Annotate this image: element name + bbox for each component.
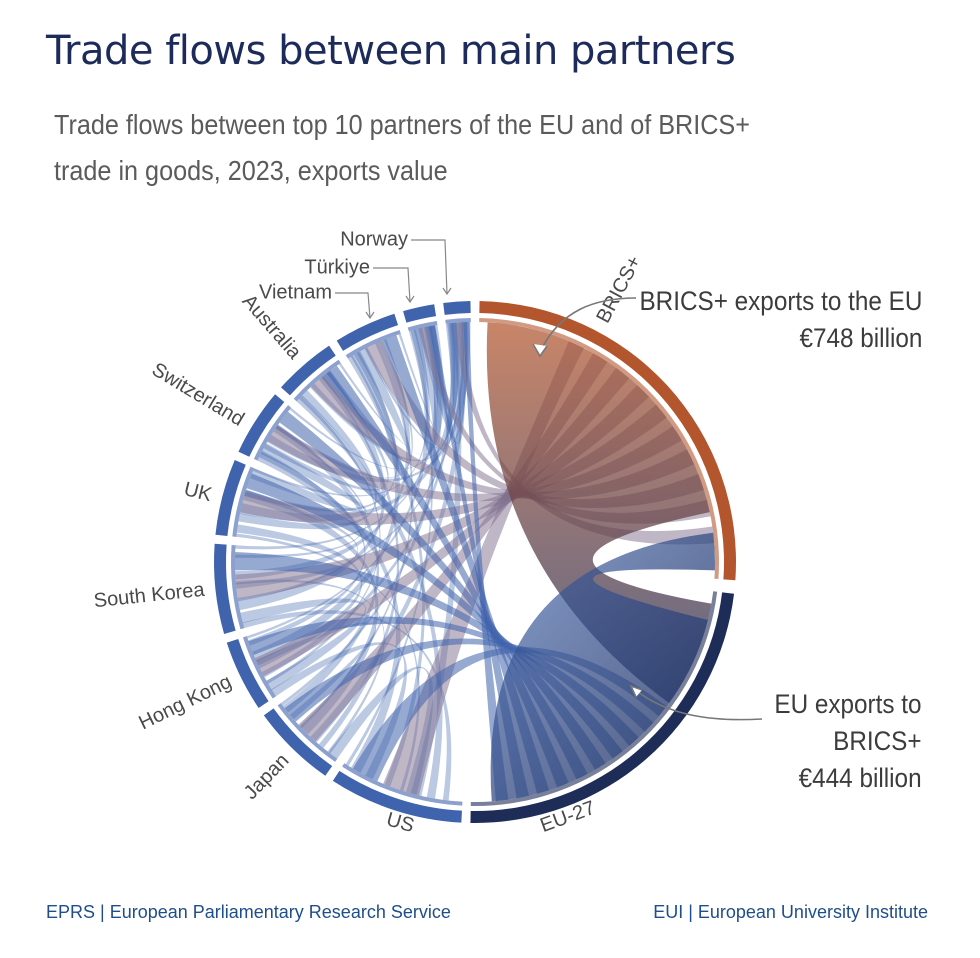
label-South Korea: South Korea — [93, 579, 207, 613]
chord-Australia-Türkiye — [338, 327, 437, 455]
inner-arc-Hong Kong — [242, 636, 277, 699]
chord-Switzerland-Türkiye — [289, 324, 444, 470]
callout-line-Vietnam — [335, 292, 371, 319]
chord-Hong Kong-eu — [248, 616, 639, 746]
brics-annotation-arrowhead — [532, 343, 548, 358]
footer-eprs: EPRS | European Parliamentary Research S… — [46, 902, 451, 922]
ribbons — [235, 322, 715, 802]
chord-Türkiye-eu — [428, 325, 529, 799]
chord-Vietnam-Norway — [364, 322, 468, 450]
chord-Hong Kong-Vietnam — [252, 351, 400, 662]
inner-arc-Vietnam — [345, 329, 401, 359]
brics-annotation-line-1: BRICS+ exports to the EU — [639, 286, 922, 316]
chord-UK-Switzerland — [250, 444, 367, 514]
brics-exports-annotation: BRICS+ exports to the EU €748 billion — [639, 283, 922, 357]
eu-annotation-line-3: €444 billion — [799, 763, 922, 793]
label-Hong Kong: Hong Kong — [135, 671, 235, 735]
arc-Australia — [281, 345, 336, 396]
chord-UK-Vietnam — [244, 351, 398, 512]
brics-annotation-line-2: €748 billion — [799, 323, 922, 353]
chord-South Korea-brics — [235, 385, 650, 600]
inner-arc-US — [342, 763, 463, 806]
arc-South Korea — [214, 543, 236, 634]
arc-Vietnam — [336, 313, 399, 351]
eu-annotation-line-2: BRICS+ — [833, 726, 922, 756]
chord-Norway-eu — [463, 322, 509, 802]
chord-South Korea-Vietnam — [235, 339, 411, 580]
arc-Hong Kong — [226, 638, 269, 708]
callout-arrow-Vietnam — [365, 311, 375, 320]
arc-Japan — [263, 708, 333, 776]
chord-Hong Kong-brics — [255, 367, 630, 677]
label-BRICS+: BRICS+ — [592, 252, 646, 327]
eu-annotation-arrowhead — [629, 684, 643, 698]
inner-arc-Türkiye — [407, 321, 438, 332]
chord-Japan-Switzerland — [273, 424, 380, 713]
inner-arc-Switzerland — [253, 405, 292, 461]
label-Norway: Norway — [340, 228, 408, 250]
chord-Japan-Türkiye — [280, 325, 442, 706]
arc-US — [332, 770, 462, 823]
brics-annotation-arrow — [539, 297, 637, 353]
callout-line-Türkiye — [373, 267, 411, 303]
footer-eui: EUI | European University Institute — [653, 902, 928, 922]
arc-Norway — [443, 301, 471, 315]
node-inner-arcs — [231, 318, 719, 806]
eu-annotation-line-1: EU exports to — [774, 689, 922, 719]
chord-Switzerland-Australia — [263, 371, 389, 491]
label-UK: UK — [182, 478, 215, 506]
arc-Türkiye — [403, 304, 437, 323]
callout-arrow-Norway — [442, 287, 452, 296]
chord-US-Hong Kong — [271, 642, 407, 780]
chord-eu-to-brics — [490, 532, 715, 802]
subtitle-line-1: Trade flows between top 10 partners of t… — [54, 109, 750, 140]
node-arcs — [214, 301, 736, 823]
chord-Australia-Vietnam — [321, 347, 412, 463]
subtitle-line-2: trade in goods, 2023, exports value — [54, 155, 448, 186]
callout-line-Norway — [411, 239, 448, 295]
inner-arc-Australia — [293, 359, 341, 402]
chord-US-Japan — [328, 666, 434, 795]
label-Switzerland: Switzerland — [148, 359, 248, 431]
eu-exports-annotation: EU exports to BRICS+ €444 billion — [775, 686, 922, 797]
callout-arrow-Türkiye — [405, 295, 415, 304]
inner-arc-UK — [232, 466, 255, 537]
arc-EU-27 — [470, 592, 735, 823]
inner-arc-Japan — [277, 703, 338, 762]
annotation-arrows — [532, 297, 763, 721]
label-Japan: Japan — [240, 750, 294, 804]
label-Türkiye: Türkiye — [304, 256, 370, 278]
inner-arc-Norway — [445, 318, 471, 324]
label-Vietnam: Vietnam — [259, 281, 332, 303]
eu-annotation-arrow — [632, 687, 763, 721]
arc-Switzerland — [238, 394, 285, 457]
chart-subtitle: Trade flows between top 10 partners of t… — [54, 102, 750, 194]
chart-title: Trade flows between main partners — [46, 28, 736, 74]
chord-US-eu — [352, 647, 667, 782]
arc-UK — [215, 460, 246, 536]
inner-arc-South Korea — [231, 544, 245, 630]
